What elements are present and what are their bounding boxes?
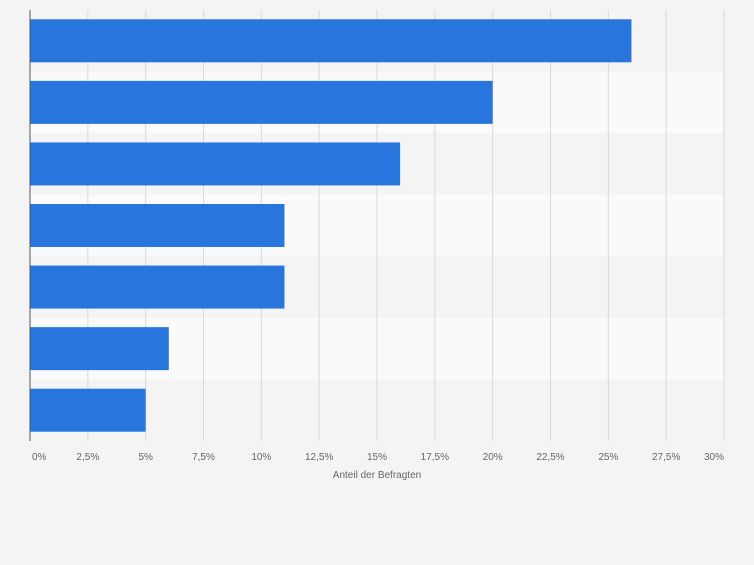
x-tick-label: 20% — [483, 452, 503, 463]
x-tick-label: 12,5% — [305, 452, 333, 463]
x-tick-label: 30% — [704, 452, 724, 463]
bar — [30, 19, 632, 63]
x-tick-label: 15% — [367, 452, 387, 463]
x-tick-label: 0% — [32, 452, 47, 463]
bar — [30, 80, 493, 124]
x-tick-label: 27,5% — [652, 452, 680, 463]
bar — [30, 265, 285, 309]
bar — [30, 327, 169, 371]
bar — [30, 388, 146, 432]
x-tick-label: 22,5% — [536, 452, 564, 463]
bars — [30, 19, 632, 432]
x-tick-label: 5% — [138, 452, 153, 463]
x-tick-label: 25% — [598, 452, 618, 463]
x-tick-label: 7,5% — [192, 452, 215, 463]
x-tick-label: 2,5% — [76, 452, 99, 463]
x-tick-label: 10% — [251, 452, 271, 463]
x-axis-label: Anteil der Befragten — [333, 470, 421, 481]
bar — [30, 204, 285, 247]
x-tick-labels: 0% 2,5% 5% 7,5% 10% 12,5% 15% 17,5% 20% 22,5% 25% 2… — [32, 452, 724, 463]
bar — [30, 142, 401, 186]
x-tick-label: 17,5% — [421, 452, 449, 463]
